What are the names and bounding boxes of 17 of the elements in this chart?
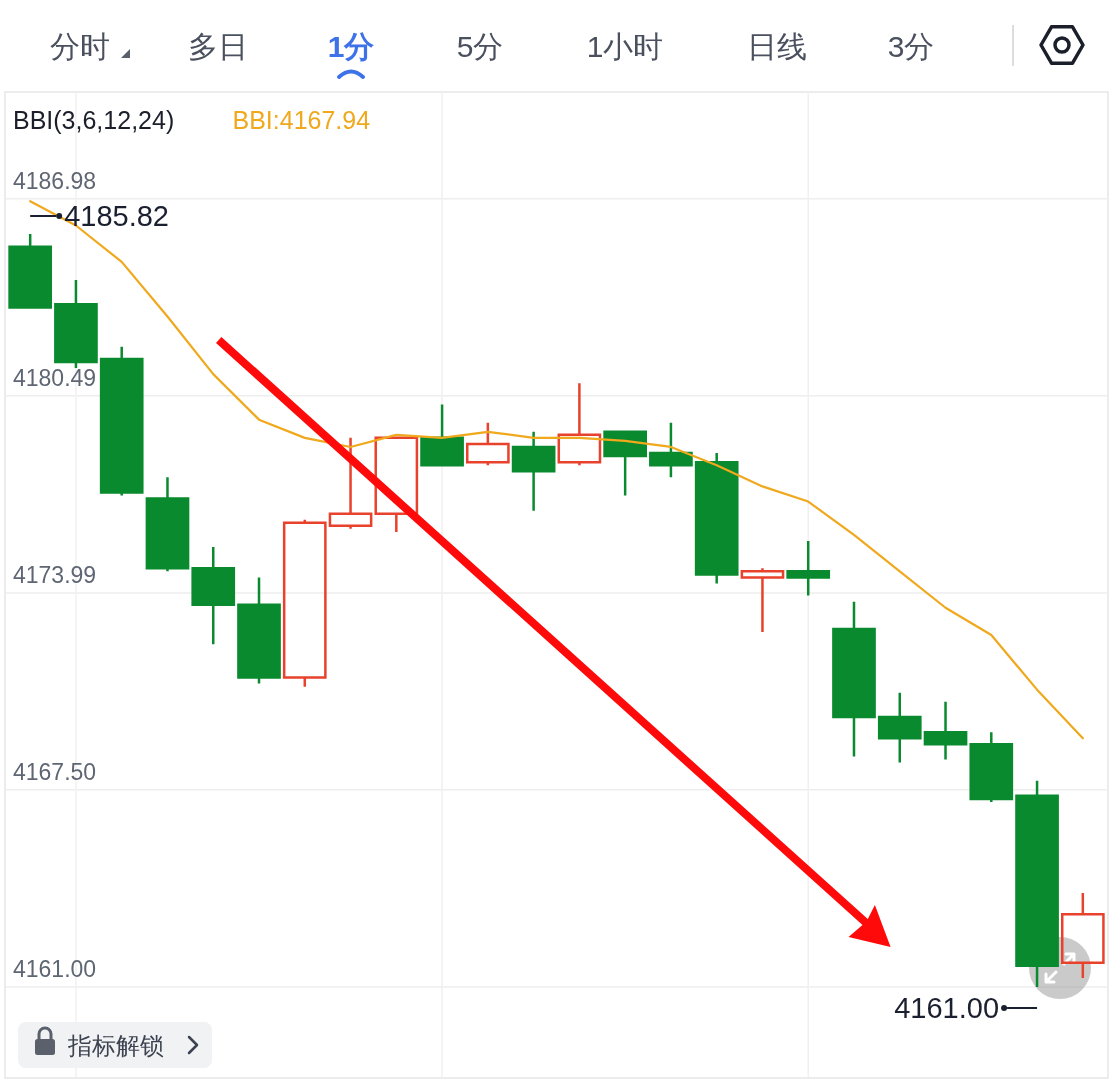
y-tick-label: 4180.49 bbox=[13, 364, 97, 391]
text: 分时 bbox=[50, 30, 110, 63]
annotation: 4185.82 bbox=[64, 199, 169, 232]
text: 3分 bbox=[887, 30, 935, 63]
annotation: 4161.00 bbox=[894, 991, 1000, 1024]
text: 多日 bbox=[188, 30, 248, 63]
legend-title: BBI(3,6,12,24) bbox=[13, 106, 175, 134]
text: 日线 bbox=[747, 30, 807, 63]
text: 1分 bbox=[327, 30, 375, 63]
y-tick-label: 4173.99 bbox=[13, 561, 97, 588]
text: 5分 bbox=[456, 30, 504, 63]
y-tick-label: 4161.00 bbox=[13, 955, 97, 982]
text: 1小时 bbox=[586, 30, 664, 63]
text: BBI:4167.94 bbox=[232, 106, 371, 134]
y-tick-label: 4186.98 bbox=[13, 167, 97, 194]
y-tick-label: 4167.50 bbox=[13, 758, 97, 785]
annotation: 指标解锁 bbox=[67, 1032, 164, 1059]
